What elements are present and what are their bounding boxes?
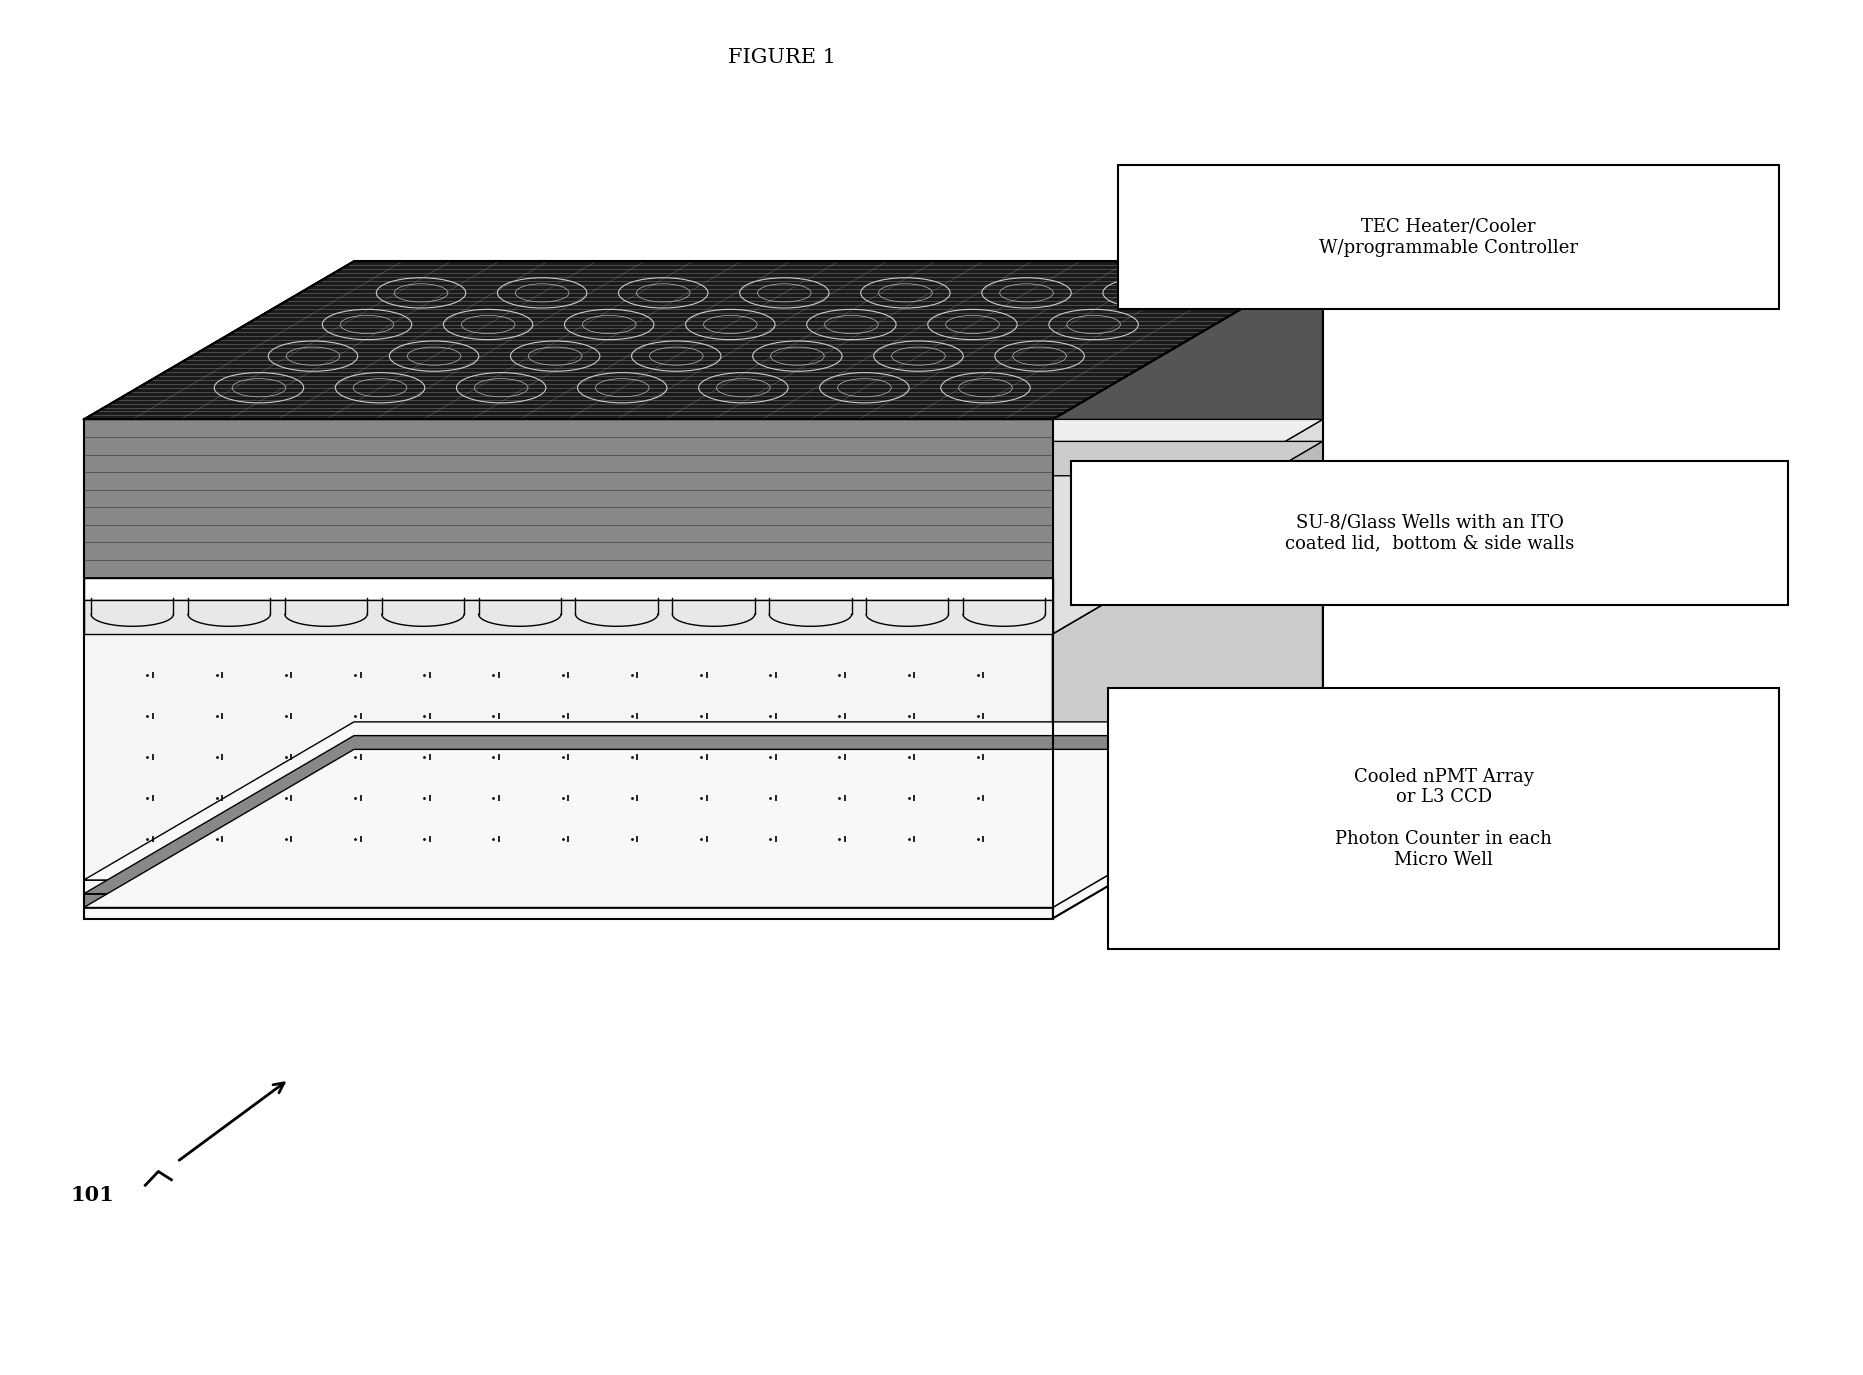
Polygon shape bbox=[84, 419, 1053, 578]
Text: SU-8/Glass Wells with an ITO
coated lid,  bottom & side walls: SU-8/Glass Wells with an ITO coated lid,… bbox=[1285, 513, 1574, 553]
Polygon shape bbox=[84, 894, 1053, 908]
Polygon shape bbox=[84, 880, 1053, 894]
Polygon shape bbox=[84, 441, 1323, 600]
FancyBboxPatch shape bbox=[1071, 461, 1788, 605]
Text: FIGURE 1: FIGURE 1 bbox=[728, 48, 836, 67]
Polygon shape bbox=[1053, 749, 1323, 918]
Text: Cooled nPMT Array
or L3 CCD

Photon Counter in each
Micro Well: Cooled nPMT Array or L3 CCD Photon Count… bbox=[1336, 767, 1552, 869]
FancyBboxPatch shape bbox=[1118, 165, 1779, 309]
Text: TEC Heater/Cooler
W/programmable Controller: TEC Heater/Cooler W/programmable Control… bbox=[1319, 217, 1578, 257]
FancyBboxPatch shape bbox=[1108, 688, 1779, 949]
Polygon shape bbox=[84, 634, 1053, 880]
Polygon shape bbox=[84, 722, 1323, 880]
Polygon shape bbox=[84, 419, 1323, 578]
Polygon shape bbox=[1053, 441, 1323, 634]
Polygon shape bbox=[84, 908, 1053, 918]
Polygon shape bbox=[1053, 736, 1323, 908]
Polygon shape bbox=[84, 749, 1323, 908]
Polygon shape bbox=[84, 476, 1323, 634]
Polygon shape bbox=[84, 261, 1323, 419]
Polygon shape bbox=[84, 736, 1323, 894]
Polygon shape bbox=[1053, 722, 1323, 894]
Polygon shape bbox=[84, 578, 1053, 600]
Text: 101: 101 bbox=[71, 1185, 114, 1206]
Polygon shape bbox=[1053, 419, 1323, 600]
Polygon shape bbox=[84, 600, 1053, 634]
Polygon shape bbox=[1053, 261, 1323, 578]
Polygon shape bbox=[1053, 476, 1323, 880]
